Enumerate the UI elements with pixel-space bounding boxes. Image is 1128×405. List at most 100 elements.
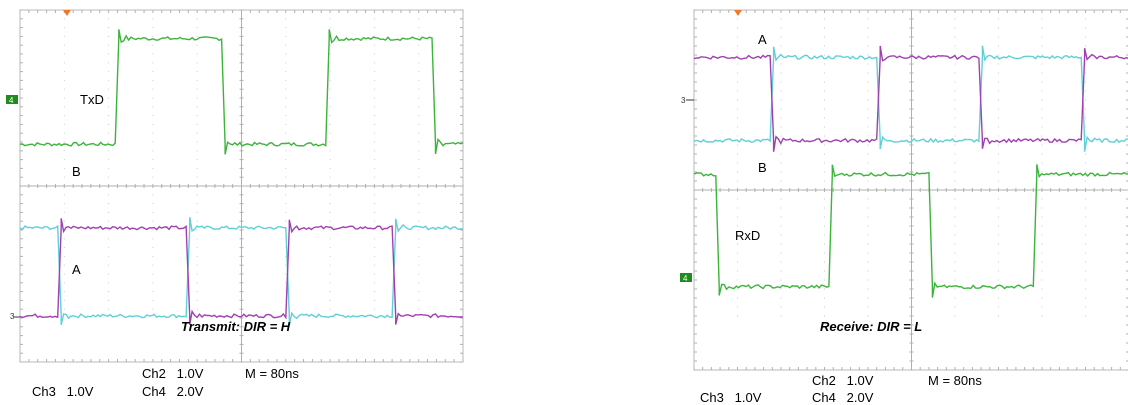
grid-dot [418,132,420,134]
grid-dot [1085,243,1086,245]
ch3-marker-label: 3 [681,96,686,105]
grid-dot [152,238,154,240]
grid-dot [196,150,198,152]
grid-dot [418,115,420,117]
grid-dot [329,194,331,196]
grid-dot [867,261,869,263]
grid-dot [108,35,110,37]
grid-dot [954,81,956,83]
grid-dot [285,18,287,20]
grid-dot [998,252,999,254]
grid-dot [998,108,999,110]
grid-dot [196,291,198,293]
grid-dot [285,264,287,266]
grid-dot [737,279,738,281]
grid-dot [373,44,375,46]
grid-dot [196,203,198,205]
grid-dot [418,79,420,81]
grid-dot [867,207,869,209]
grid-dot [196,106,198,108]
grid-dot [152,62,154,64]
grid-dot [824,63,825,65]
grid-dot [329,308,331,310]
grid-dot [998,225,999,227]
grid-dot [63,27,65,29]
grid-dot [329,220,331,222]
grid-dot [737,252,738,254]
grid-dot [152,264,154,266]
grid-dot [329,211,331,213]
grid-dot [1041,207,1043,209]
grid-dot [737,243,738,245]
grid-dot [1085,207,1086,209]
grid-dot [998,36,999,38]
grid-dot [108,132,110,134]
grid-dot [152,18,154,20]
grid-dot [108,44,110,46]
grid-dot [108,71,110,73]
grid-dot [152,71,154,73]
grid-dot [196,273,198,275]
grid-dot [824,297,825,299]
grid-dot [998,207,999,209]
grid-dot [418,62,420,64]
grid-dot [1041,45,1043,47]
grid-dot [108,299,110,301]
grid-dot [737,315,738,317]
grid-dot [1085,126,1086,128]
grid-dot [152,150,154,152]
grid-dot [954,135,956,137]
grid-dot [329,88,331,90]
grid-dot [285,106,287,108]
grid-dot [824,144,825,146]
grid-dot [152,247,154,249]
grid-dot [63,53,65,55]
grid-dot [737,54,738,56]
grid-dot [373,18,375,20]
ground-marker-icon: 3 [681,96,694,105]
trace-label-txd: TxD [80,92,104,107]
grid-dot [737,126,738,128]
grid-dot [285,273,287,275]
grid-dot [108,97,110,99]
trace-a [19,218,463,325]
grid-dot [1085,63,1086,65]
grid-dot [954,261,956,263]
grid-dot [152,308,154,310]
grid-dot [824,162,825,164]
grid-dot [737,99,738,101]
grid-dot [954,180,956,182]
grid-dot [108,229,110,231]
grid-dot [824,36,825,38]
grid-dot [1041,108,1043,110]
grid-dot [63,211,65,213]
grid-dot [1041,234,1043,236]
grid-dot [418,264,420,266]
grid-dot [737,36,738,38]
grid-dot [737,225,738,227]
grid-dot [152,229,154,231]
grid-dot [418,194,420,196]
grid-dot [63,255,65,257]
grid-dot [108,27,110,29]
grid-dot [152,291,154,293]
grid-dot [152,88,154,90]
grid-dot [418,282,420,284]
grid-dot [373,132,375,134]
grid-dot [867,54,869,56]
grid-dot [954,36,956,38]
grid-dot [1041,54,1043,56]
grid-dot [737,153,738,155]
grid-dot [1041,126,1043,128]
grid-dot [1085,27,1086,29]
grid-dot [63,18,65,20]
grid-dot [152,79,154,81]
grid-dot [1085,90,1086,92]
grid-dot [329,247,331,249]
grid-dot [329,229,331,231]
grid-dot [285,282,287,284]
grid-dot [418,106,420,108]
grid-dot [329,255,331,257]
grid-dot [108,203,110,205]
scope-grid [693,9,1128,371]
